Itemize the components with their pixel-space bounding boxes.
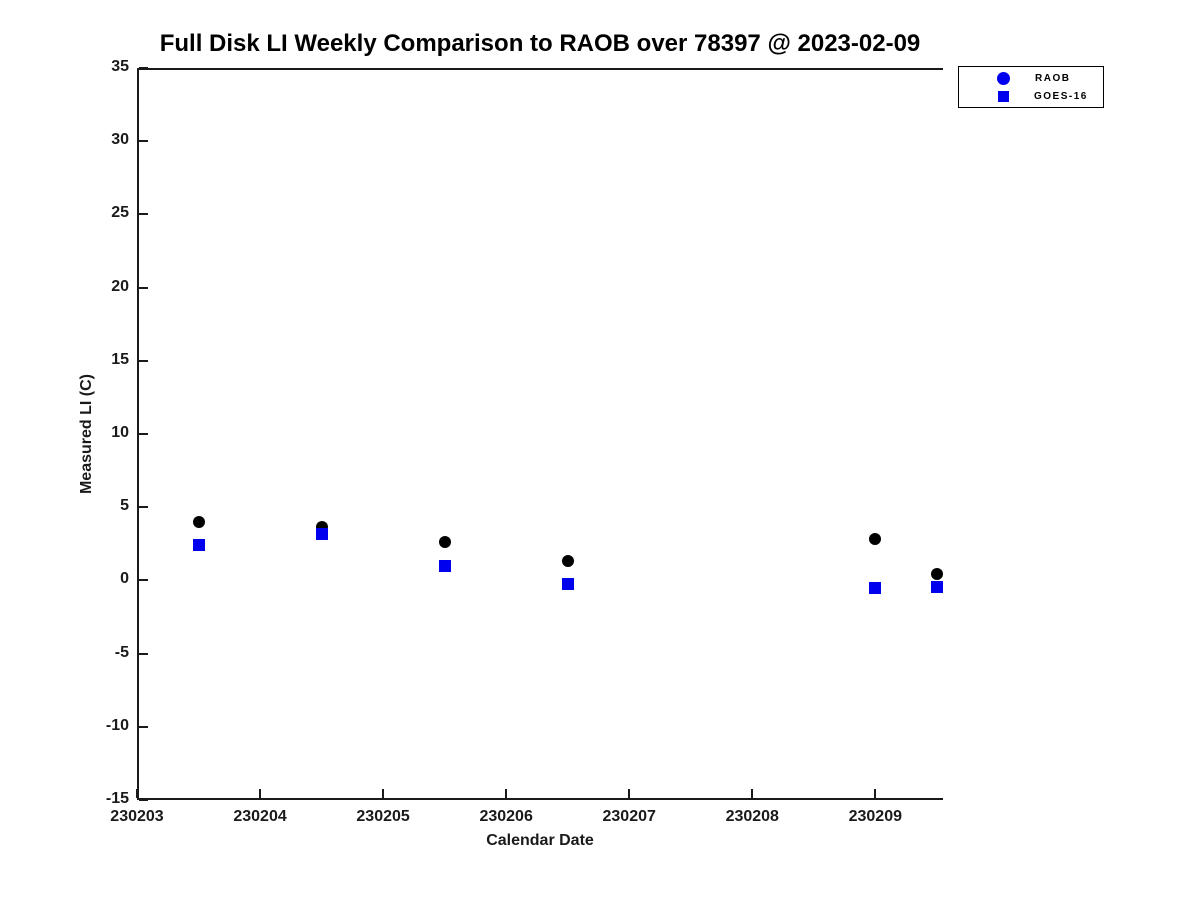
data-point-goes-16 bbox=[438, 559, 451, 572]
x-axis-tick bbox=[628, 789, 631, 798]
x-axis-tick-label: 230204 bbox=[233, 808, 287, 825]
y-axis-tick-label: 0 bbox=[120, 570, 129, 588]
y-axis-tick bbox=[139, 579, 148, 582]
x-axis-tick bbox=[751, 789, 754, 798]
y-axis-tick-label: 20 bbox=[111, 277, 129, 295]
y-axis-tick bbox=[139, 213, 148, 216]
x-axis-tick-label: 230209 bbox=[848, 808, 902, 825]
x-axis-tick-label: 230206 bbox=[479, 808, 533, 825]
data-point-goes-16 bbox=[315, 528, 328, 541]
legend-item-goes-16: GOES-16 bbox=[959, 88, 1103, 105]
x-axis-tick-label: 230208 bbox=[725, 808, 779, 825]
y-axis-tick-label: 25 bbox=[111, 204, 129, 222]
data-point-goes-16 bbox=[930, 580, 943, 593]
y-axis-tick-label: 30 bbox=[111, 131, 129, 149]
y-axis-tick-label: 10 bbox=[111, 424, 129, 441]
data-point-raob bbox=[438, 536, 451, 549]
y-axis-tick-label: 5 bbox=[120, 497, 129, 515]
goes-16-square-marker-icon bbox=[998, 90, 1009, 102]
y-axis-tick bbox=[139, 359, 148, 362]
raob-circle-marker-icon bbox=[997, 71, 1010, 85]
legend-label-goes-16: GOES-16 bbox=[1034, 90, 1088, 102]
data-point-goes-16 bbox=[192, 539, 205, 552]
y-axis-tick bbox=[139, 725, 148, 728]
x-axis-tick bbox=[259, 789, 262, 798]
x-axis-label: Calendar Date bbox=[486, 832, 594, 849]
y-axis-tick-label: -10 bbox=[105, 716, 129, 734]
x-axis-tick bbox=[505, 789, 508, 798]
legend: RAOB GOES-16 bbox=[958, 66, 1104, 108]
data-point-raob bbox=[869, 533, 882, 546]
y-axis-tick bbox=[139, 286, 148, 289]
data-point-goes-16 bbox=[561, 578, 574, 591]
y-axis-tick bbox=[139, 506, 148, 509]
x-axis-tick-label: 230207 bbox=[602, 808, 656, 825]
y-axis-tick-label: 35 bbox=[111, 58, 129, 75]
legend-label-raob: RAOB bbox=[1035, 72, 1071, 84]
data-point-raob bbox=[561, 555, 574, 568]
x-axis-tick-label: 230203 bbox=[110, 808, 164, 825]
y-axis-tick bbox=[139, 433, 148, 435]
y-axis-label: Measured LI (C) bbox=[78, 374, 95, 495]
y-axis-tick-label: -5 bbox=[114, 643, 129, 661]
y-axis-tick-label: -15 bbox=[105, 790, 129, 807]
data-point-raob bbox=[192, 515, 205, 528]
x-axis-tick bbox=[382, 789, 385, 798]
x-axis-tick-label: 230205 bbox=[356, 808, 410, 825]
y-axis-tick-label: 15 bbox=[111, 350, 129, 368]
x-axis-tick bbox=[874, 789, 877, 798]
x-axis-tick bbox=[136, 789, 138, 798]
y-axis-tick bbox=[139, 67, 148, 69]
plot-area bbox=[137, 68, 943, 800]
y-axis-tick bbox=[139, 140, 148, 143]
y-axis-tick bbox=[139, 652, 148, 655]
y-axis-tick bbox=[139, 799, 148, 801]
chart-title: Full Disk LI Weekly Comparison to RAOB o… bbox=[159, 30, 921, 57]
legend-item-raob: RAOB bbox=[959, 70, 1103, 87]
data-point-raob bbox=[930, 567, 943, 580]
data-point-goes-16 bbox=[869, 581, 882, 594]
